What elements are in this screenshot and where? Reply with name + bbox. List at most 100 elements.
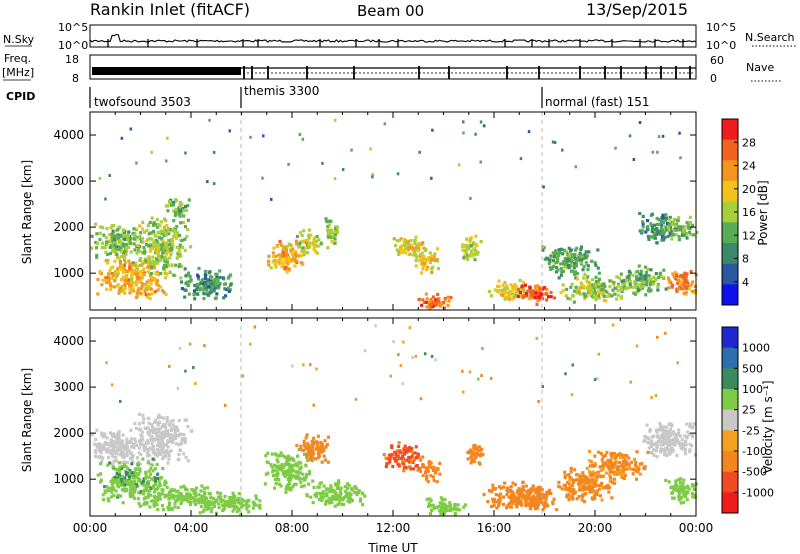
heatmap-cell xyxy=(131,460,135,464)
heatmap-cell xyxy=(296,474,300,478)
heatmap-cell xyxy=(581,494,585,499)
heatmap-cell xyxy=(463,503,467,507)
nave-point xyxy=(427,72,429,74)
heatmap-cell xyxy=(126,461,130,465)
heatmap-cell xyxy=(555,508,559,512)
heatmap-cell xyxy=(122,465,126,469)
heatmap-cell xyxy=(641,222,645,226)
nave-point xyxy=(279,72,281,74)
heatmap-cell xyxy=(510,498,514,502)
heatmap-cell xyxy=(302,476,306,480)
heatmap-cell xyxy=(112,285,116,289)
heatmap-cell xyxy=(388,457,392,461)
heatmap-cell xyxy=(209,288,213,292)
nave-point xyxy=(375,72,377,74)
heatmap-cell xyxy=(670,233,674,237)
heatmap-cell xyxy=(280,253,284,257)
nave-point xyxy=(287,72,289,74)
heatmap-cell xyxy=(664,438,668,442)
heatmap-cell xyxy=(561,283,565,287)
heatmap-cell xyxy=(466,450,470,454)
heatmap-cell xyxy=(143,426,147,430)
y-tick-label: 3000 xyxy=(53,380,84,394)
heatmap-cell xyxy=(156,498,160,502)
heatmap-cell xyxy=(468,240,472,244)
heatmap-cell xyxy=(106,441,110,445)
colorbar-tick-label: 24 xyxy=(742,160,756,173)
heatmap-cell xyxy=(128,291,132,295)
heatmap-cell xyxy=(156,230,160,234)
heatmap-cell xyxy=(591,463,595,468)
heatmap-cell xyxy=(538,490,542,494)
heatmap-cell xyxy=(308,457,312,461)
heatmap-cell xyxy=(193,492,197,496)
heatmap-cell xyxy=(552,259,556,263)
heatmap-cell xyxy=(123,250,127,254)
heatmap-cell xyxy=(569,258,573,262)
heatmap-cell xyxy=(350,487,354,491)
heatmap-cell xyxy=(199,489,203,493)
heatmap-cell xyxy=(150,237,154,241)
heatmap-cell xyxy=(115,267,119,271)
heatmap-cell xyxy=(413,241,417,246)
heatmap-cell xyxy=(289,477,293,482)
heatmap-cell xyxy=(590,288,594,292)
heatmap-cell xyxy=(179,211,183,215)
nave-point xyxy=(407,72,409,74)
heatmap-cell xyxy=(566,252,570,256)
heatmap-cell xyxy=(491,483,495,487)
heatmap-cell xyxy=(203,281,207,285)
nave-point xyxy=(343,72,345,74)
colorbar-tick-label: 8 xyxy=(742,253,749,266)
heatmap-cell xyxy=(184,151,187,155)
heatmap-cell xyxy=(288,466,292,470)
heatmap-cell xyxy=(436,299,440,303)
heatmap-cell xyxy=(523,283,527,287)
heatmap-cell xyxy=(322,484,326,488)
heatmap-cell xyxy=(312,442,316,446)
heatmap-cell xyxy=(401,450,405,454)
heatmap-cell xyxy=(310,439,314,443)
heatmap-cell xyxy=(329,486,333,491)
heatmap-cell xyxy=(413,238,417,242)
heatmap-cell xyxy=(646,441,650,445)
heatmap-cell xyxy=(333,237,337,241)
heatmap-cell xyxy=(407,449,411,453)
heatmap-cell xyxy=(453,504,457,508)
heatmap-cell xyxy=(161,435,165,439)
heatmap-cell xyxy=(591,283,595,287)
heatmap-cell xyxy=(333,241,337,245)
heatmap-cell xyxy=(149,287,153,291)
heatmap-cell xyxy=(116,483,120,487)
heatmap-cell xyxy=(673,432,677,436)
heatmap-cell xyxy=(169,420,173,424)
heatmap-cell xyxy=(140,285,144,289)
heatmap-cell xyxy=(312,247,316,251)
heatmap-cell xyxy=(611,466,615,470)
heatmap-cell xyxy=(602,455,606,459)
heatmap-cell xyxy=(177,452,181,457)
heatmap-cell xyxy=(438,472,442,476)
heatmap-cell xyxy=(653,277,657,281)
heatmap-cell xyxy=(327,232,331,236)
heatmap-cell xyxy=(148,428,152,433)
heatmap-cell xyxy=(465,237,469,241)
heatmap-cell xyxy=(172,273,176,277)
heatmap-cell xyxy=(498,496,502,500)
heatmap-cell xyxy=(517,487,521,491)
heatmap-cell xyxy=(149,486,153,491)
heatmap-cell xyxy=(216,491,220,495)
heatmap-cell xyxy=(135,280,139,284)
heatmap-cell xyxy=(680,226,684,230)
heatmap-cell xyxy=(104,259,108,263)
heatmap-cell xyxy=(650,224,654,228)
heatmap-cell xyxy=(330,239,334,243)
heatmap-cell xyxy=(139,291,143,295)
heatmap-cell xyxy=(124,249,128,253)
heatmap-cell xyxy=(146,484,150,488)
heatmap-cell xyxy=(584,263,588,267)
heatmap-cell xyxy=(686,430,690,434)
heatmap-cell xyxy=(693,493,697,497)
heatmap-cell xyxy=(165,419,169,424)
heatmap-cell xyxy=(566,257,570,262)
